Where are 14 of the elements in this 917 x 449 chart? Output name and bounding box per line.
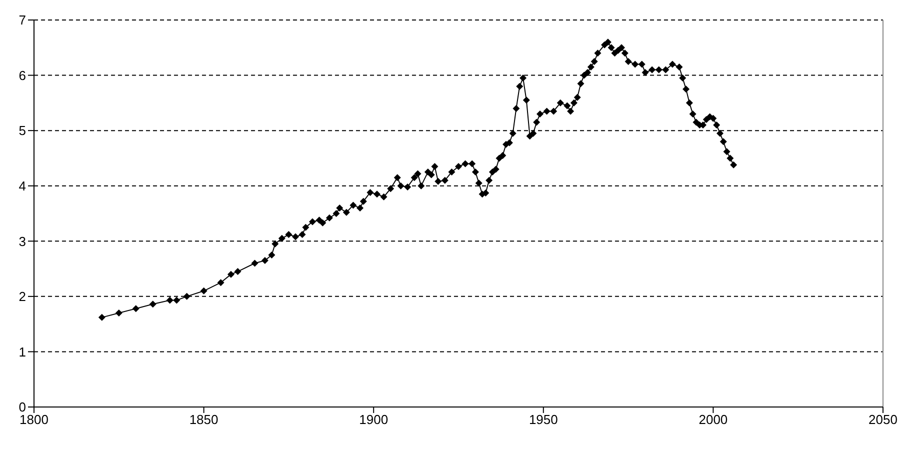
x-tick-label: 1850 bbox=[189, 412, 218, 428]
x-tick-label: 1950 bbox=[528, 412, 558, 428]
y-tick-label: 3 bbox=[18, 234, 26, 249]
y-tick-label: 7 bbox=[18, 12, 26, 28]
x-tick-label: 1800 bbox=[20, 412, 48, 428]
y-tick-label: 4 bbox=[18, 178, 26, 194]
y-tick-label: 2 bbox=[18, 289, 26, 304]
x-tick-label: 2050 bbox=[868, 412, 898, 428]
y-tick-label: 5 bbox=[18, 123, 26, 138]
y-tick-label: 6 bbox=[18, 68, 26, 83]
y-tick-label: 0 bbox=[18, 400, 26, 415]
x-tick-label: 2000 bbox=[698, 412, 728, 428]
x-tick-label: 1900 bbox=[359, 412, 388, 428]
y-tick-label: 1 bbox=[18, 344, 26, 360]
